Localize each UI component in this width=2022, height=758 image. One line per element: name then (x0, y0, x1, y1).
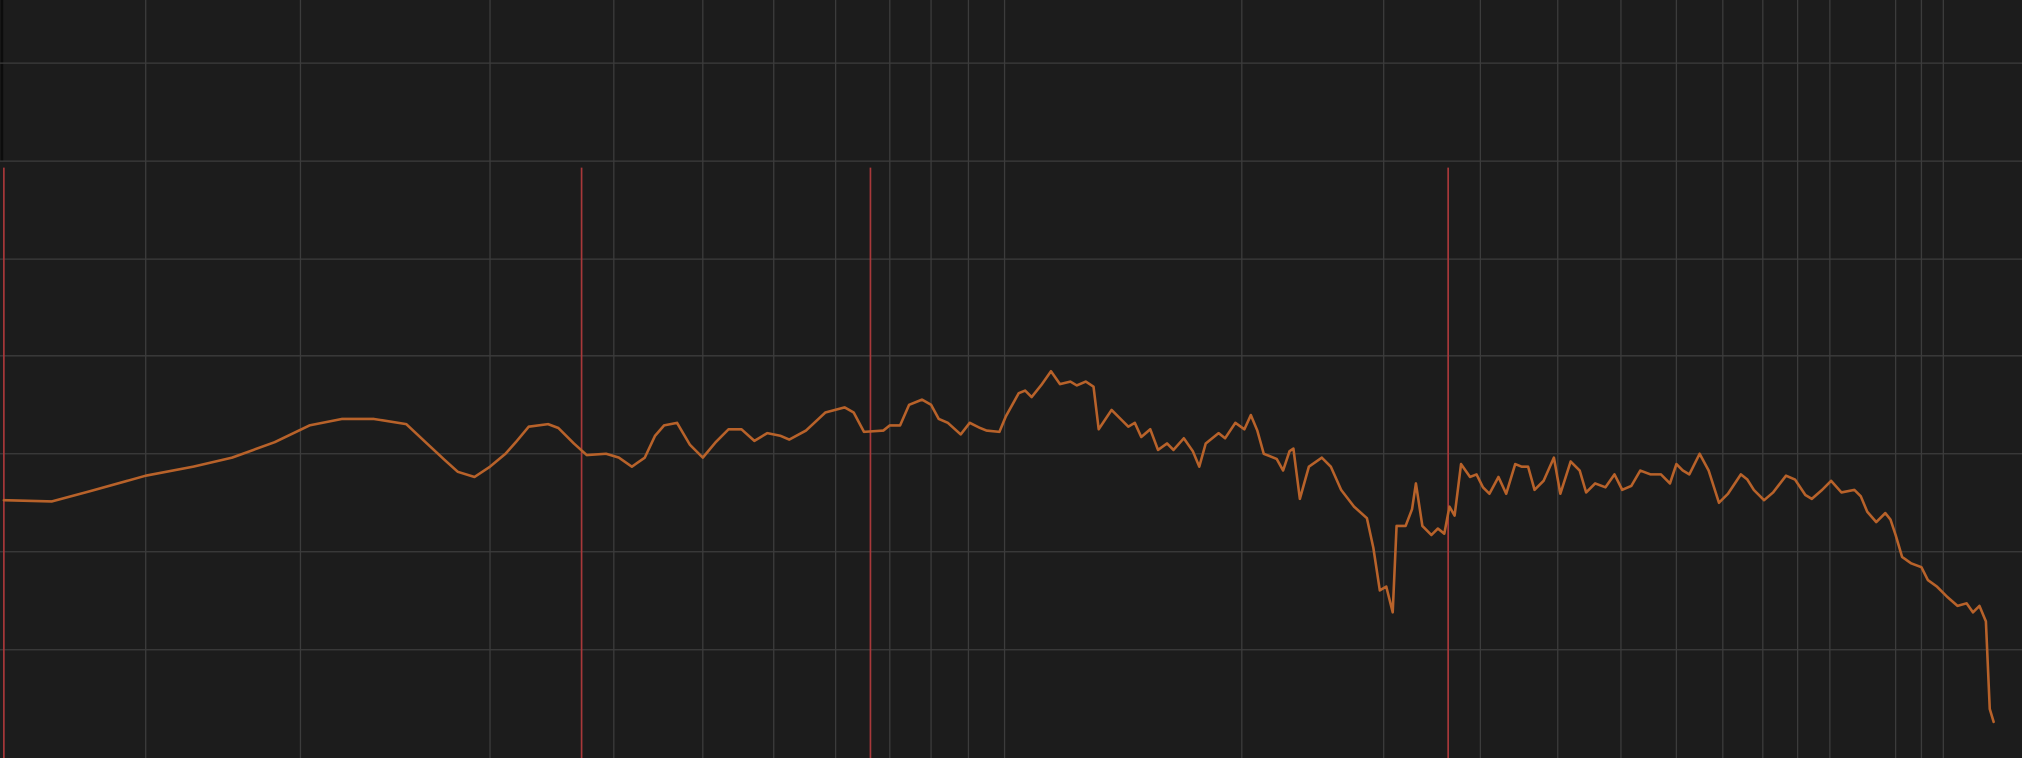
response-line (2, 369, 1995, 724)
